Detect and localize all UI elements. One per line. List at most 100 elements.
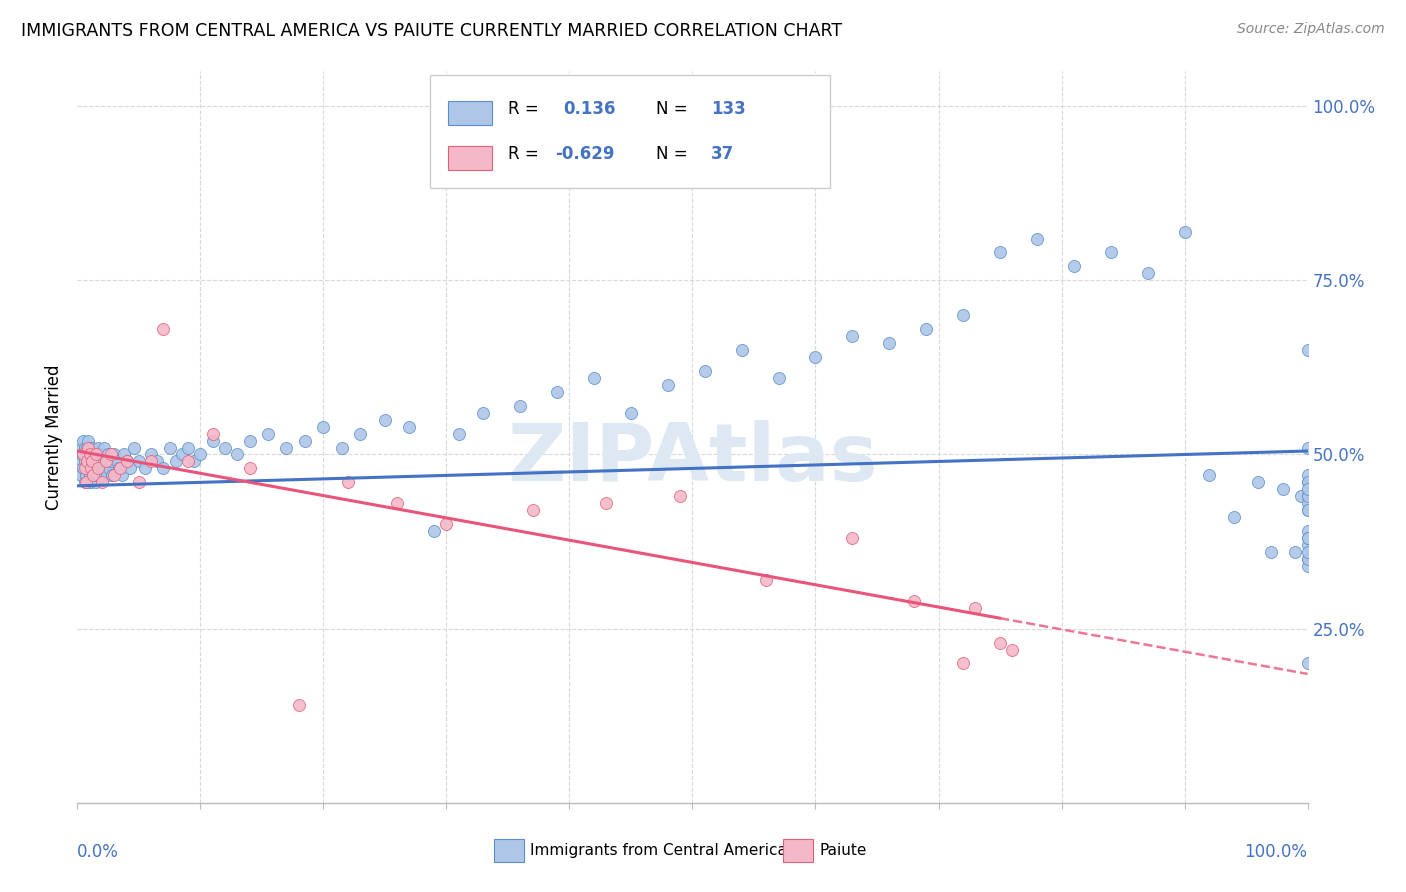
Text: 0.0%: 0.0%: [77, 843, 120, 861]
Point: [170, 448, 193, 462]
Point: [385, 496, 409, 510]
Point: [84, 448, 107, 462]
Point: [1296, 538, 1319, 552]
Point: [73, 475, 96, 490]
Point: [595, 496, 617, 510]
Point: [120, 461, 142, 475]
Point: [77, 475, 100, 490]
Point: [115, 454, 138, 468]
Point: [82, 454, 104, 468]
Point: [1296, 468, 1319, 483]
Point: [82, 468, 104, 483]
Point: [620, 406, 643, 420]
Point: [201, 434, 224, 448]
Point: [72, 461, 94, 475]
Point: [841, 329, 863, 343]
Point: [76, 454, 98, 468]
Point: [1296, 503, 1319, 517]
Point: [436, 517, 458, 532]
Point: [70, 441, 93, 455]
Point: [657, 377, 679, 392]
Point: [288, 698, 311, 713]
Point: [146, 454, 169, 468]
Point: [1296, 489, 1319, 503]
Point: [79, 454, 101, 468]
Point: [105, 454, 128, 468]
Text: 100.0%: 100.0%: [1244, 843, 1308, 861]
Point: [522, 503, 544, 517]
Point: [1296, 343, 1319, 357]
Point: [1001, 642, 1024, 657]
Point: [1198, 468, 1220, 483]
Point: [312, 419, 335, 434]
Point: [1099, 245, 1122, 260]
Point: [1247, 475, 1270, 490]
Point: [134, 461, 156, 475]
Point: [257, 426, 280, 441]
Point: [76, 454, 98, 468]
Text: N =: N =: [655, 145, 688, 163]
Point: [804, 350, 827, 364]
Point: [952, 308, 974, 322]
Y-axis label: Currently Married: Currently Married: [45, 364, 63, 510]
Point: [1296, 657, 1319, 671]
Point: [72, 448, 94, 462]
Point: [97, 448, 120, 462]
Point: [110, 461, 132, 475]
Point: [159, 441, 181, 455]
Point: [111, 468, 132, 483]
Point: [276, 441, 298, 455]
Point: [75, 461, 97, 475]
Text: Paiute: Paiute: [820, 843, 866, 858]
Point: [1136, 266, 1159, 280]
Point: [239, 461, 262, 475]
Point: [84, 475, 107, 490]
Point: [89, 454, 111, 468]
Point: [472, 406, 495, 420]
Point: [841, 531, 863, 545]
Text: Immigrants from Central America: Immigrants from Central America: [530, 843, 787, 858]
Point: [103, 468, 125, 483]
Text: Source: ZipAtlas.com: Source: ZipAtlas.com: [1237, 22, 1385, 37]
Point: [903, 594, 925, 608]
Text: 37: 37: [711, 145, 734, 163]
Point: [100, 448, 122, 462]
Point: [141, 454, 163, 468]
Point: [755, 573, 778, 587]
Point: [1296, 531, 1319, 545]
Point: [1272, 483, 1295, 497]
Point: [77, 434, 100, 448]
Text: R =: R =: [508, 145, 538, 163]
Point: [1296, 531, 1319, 545]
Point: [90, 475, 114, 490]
Point: [75, 448, 97, 462]
Point: [87, 461, 110, 475]
Point: [94, 454, 117, 468]
Point: [93, 441, 115, 455]
Point: [83, 461, 105, 475]
Point: [294, 434, 316, 448]
Point: [90, 454, 114, 468]
Point: [82, 461, 104, 475]
Point: [879, 336, 901, 351]
Point: [239, 434, 262, 448]
Point: [669, 489, 692, 503]
Point: [988, 635, 1011, 649]
Point: [93, 461, 115, 475]
Text: 0.136: 0.136: [564, 100, 616, 118]
Point: [1063, 260, 1085, 274]
Point: [152, 461, 174, 475]
Point: [87, 461, 110, 475]
Point: [1223, 510, 1246, 524]
Point: [76, 461, 98, 475]
Point: [1296, 545, 1319, 559]
Point: [1296, 524, 1319, 538]
FancyBboxPatch shape: [495, 838, 524, 862]
Point: [693, 364, 716, 378]
Point: [112, 448, 135, 462]
Text: R =: R =: [508, 100, 538, 118]
Point: [165, 454, 187, 468]
Point: [73, 454, 96, 468]
Point: [82, 468, 104, 483]
Point: [1296, 503, 1319, 517]
